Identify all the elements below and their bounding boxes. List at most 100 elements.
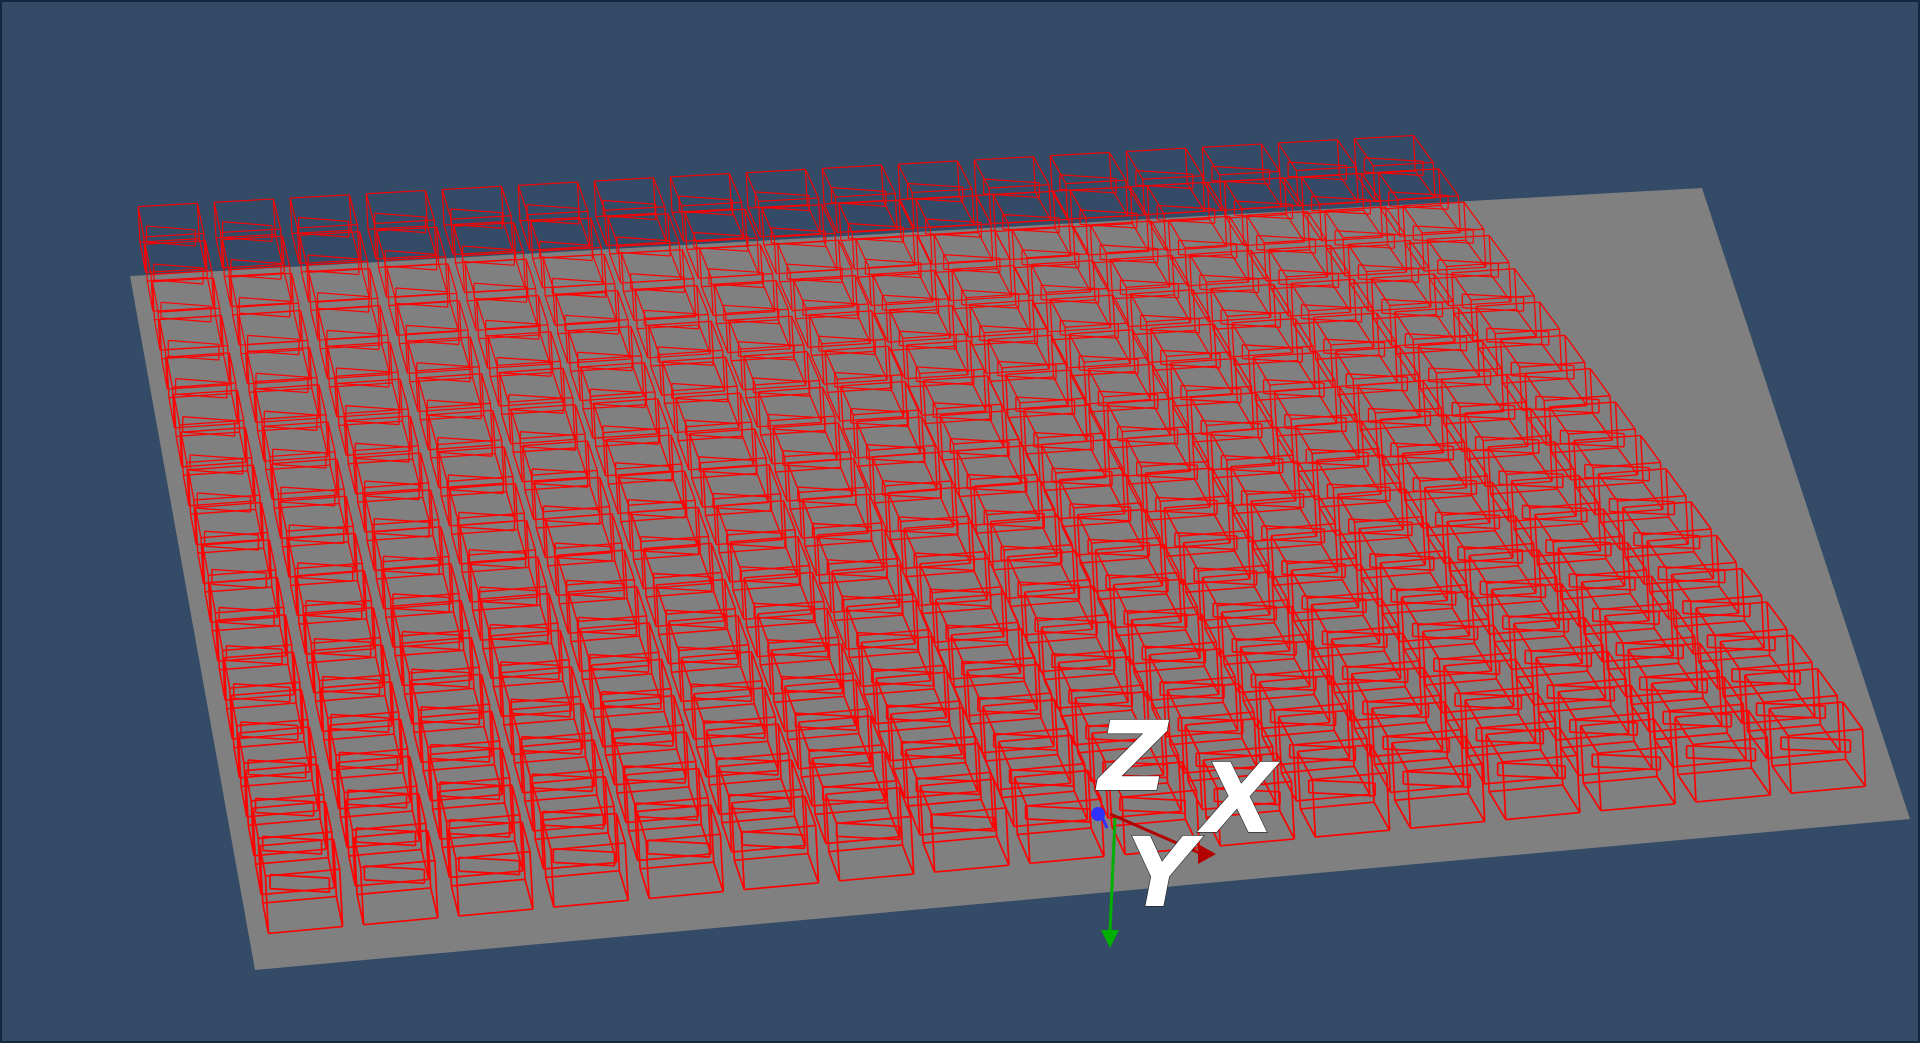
lattice-cell (1184, 717, 1277, 811)
lattice-cell (1069, 186, 1150, 256)
lattice-cell (391, 599, 473, 687)
lattice-cell (1573, 434, 1664, 516)
lattice-cell (396, 299, 471, 375)
lattice-cell (605, 434, 685, 515)
lattice-cell (1353, 134, 1436, 202)
lattice-cell (1166, 682, 1258, 774)
lattice-cell (469, 556, 550, 642)
lattice-cell (289, 194, 360, 265)
lattice-cell (326, 341, 401, 418)
lattice-cell (1170, 357, 1255, 435)
lattice-cell (541, 812, 630, 908)
lattice-cell (888, 304, 969, 380)
lattice-cell (648, 320, 726, 396)
y-axis-arrow-icon (1101, 930, 1119, 948)
lattice-cell (533, 476, 613, 559)
lattice-cell (897, 160, 975, 229)
lattice-cell (792, 274, 872, 349)
lattice-cell (1646, 534, 1740, 620)
lattice-cell (345, 792, 430, 887)
lattice-cell (254, 384, 329, 462)
lattice-cell (1146, 181, 1228, 251)
lattice-cell (1258, 674, 1351, 766)
lattice-cell (667, 614, 752, 703)
lattice-cell (555, 289, 631, 364)
lattice-cell (194, 501, 271, 585)
lattice-cell (251, 800, 336, 896)
lattice-cell (617, 470, 699, 552)
lattice-cell (271, 458, 348, 539)
lattice-cell (592, 398, 672, 477)
lattice-cell (1068, 329, 1152, 405)
lattice-cell (180, 427, 255, 507)
lattice-cell (702, 464, 784, 546)
lattice-cell (556, 549, 638, 635)
lattice-cell (1312, 312, 1398, 388)
lattice-cell (1277, 709, 1371, 802)
lattice-cell (223, 651, 304, 740)
lattice-cell (1210, 283, 1294, 358)
lattice-cell (365, 189, 437, 260)
lattice-cell (1315, 454, 1405, 536)
lattice-cell (1580, 575, 1675, 663)
lattice-cell (1246, 211, 1329, 282)
lattice-cell (1076, 508, 1164, 593)
lattice-cell (1230, 460, 1318, 543)
lattice-cell (1125, 147, 1206, 216)
lattice-cell (354, 452, 432, 533)
lattice-cell (593, 177, 668, 247)
y-axis-label: Y (1126, 817, 1204, 929)
lattice-cell (1268, 244, 1352, 317)
lattice-cell (1357, 380, 1445, 459)
lattice-cell (579, 622, 663, 710)
lattice-cell (1049, 151, 1129, 220)
lattice-cell (1273, 386, 1360, 465)
lattice-cell (1768, 701, 1867, 795)
lattice-cell (1464, 407, 1553, 487)
lattice-cell (246, 346, 320, 424)
lattice-cell (1401, 447, 1491, 529)
lattice-cell (1330, 632, 1423, 722)
lattice-cell (1148, 648, 1239, 738)
lattice-cell (312, 644, 393, 733)
lattice-cell (903, 522, 988, 607)
lattice-cell (345, 415, 422, 495)
lattice-cell (889, 707, 979, 799)
lattice-cell (1597, 467, 1689, 551)
lattice-cell (1107, 761, 1201, 856)
lattice-cell (417, 373, 494, 451)
orientation-axes-widget[interactable]: Z X Y (1091, 700, 1281, 948)
lattice-cell (816, 529, 901, 614)
lattice-cell (718, 759, 806, 853)
lattice-cell (716, 499, 799, 583)
lattice-cell (158, 314, 231, 390)
lattice-cell (1231, 317, 1316, 394)
lattice-cell (743, 571, 828, 658)
lattice-cell (287, 532, 366, 617)
lattice-cell (824, 345, 905, 422)
lattice-cell (1163, 501, 1251, 586)
lattice-cell (1189, 249, 1272, 323)
lattice-cell (661, 356, 740, 434)
lattice-cell (544, 512, 626, 597)
lattice-cell (642, 542, 726, 628)
lattice-cell (620, 249, 697, 321)
lattice-cell (1041, 439, 1126, 520)
lattice-cell (1524, 368, 1613, 446)
lattice-cell (580, 362, 658, 439)
lattice-cell (1337, 488, 1427, 572)
lattice-cell (1201, 143, 1282, 211)
lattice-cell (1049, 294, 1132, 369)
lattice-cell (336, 378, 412, 457)
lattice-cell (298, 231, 371, 303)
lattice-cell (688, 428, 770, 508)
lattice-cell (728, 315, 807, 391)
lattice-cell (1220, 605, 1311, 694)
lattice-cell (1390, 735, 1486, 830)
red-wireframe-lattice (137, 134, 1867, 935)
lattice-cell (1485, 726, 1581, 821)
lattice-cell (1378, 168, 1461, 237)
lattice-cell (630, 506, 712, 590)
